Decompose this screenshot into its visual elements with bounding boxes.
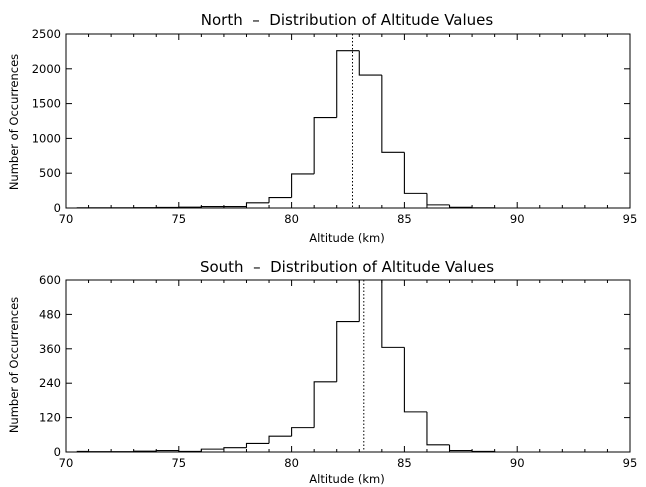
- south-y-tick-label: 360: [39, 342, 61, 356]
- north-histogram-bin: [245, 202, 270, 207]
- south-y-tick-label: 240: [39, 376, 61, 390]
- south-y-tick-label: 480: [39, 307, 61, 321]
- south-y-tick-label: 0: [54, 445, 61, 459]
- south-x-tick-label: 90: [510, 456, 525, 470]
- north-histogram-bin: [313, 116, 337, 174]
- south-histogram-bin: [200, 448, 224, 452]
- north-y-axis-label: Number of Occurrences: [7, 54, 21, 190]
- south-histogram-bin: [471, 450, 496, 452]
- south-y-tick-label: 120: [39, 411, 61, 425]
- north-y-tick-label: 1000: [32, 131, 61, 145]
- north-y-tick-label: 500: [39, 166, 61, 180]
- south-chart-title: South – Distribution of Altitude Values: [200, 258, 494, 276]
- north-x-tick-label: 90: [510, 212, 525, 226]
- north-panel: North – Distribution of Altitude Values …: [7, 11, 637, 245]
- south-x-axis-label: Altitude (km): [309, 472, 384, 486]
- north-x-tick-label: 70: [59, 212, 74, 226]
- south-histogram-bin: [223, 447, 247, 450]
- south-histogram-bin: [268, 435, 292, 444]
- north-histogram-bin: [403, 152, 427, 194]
- south-x-tick-label: 75: [171, 456, 186, 470]
- north-y-tick-label: 2000: [32, 62, 61, 76]
- south-histogram-bin: [403, 347, 427, 413]
- south-histogram-bin: [448, 444, 473, 452]
- north-x-tick-label: 95: [623, 212, 638, 226]
- south-x-tick-label: 85: [397, 456, 412, 470]
- north-histogram-bin: [268, 197, 292, 203]
- north-y-tick-label: 2500: [32, 27, 61, 41]
- north-y-tick-label: 0: [54, 201, 61, 215]
- north-x-tick-label: 75: [171, 212, 186, 226]
- south-histogram-bin: [313, 381, 337, 428]
- north-histogram-bin: [381, 75, 405, 153]
- south-histogram-bin: [155, 450, 179, 452]
- north-histogram-bin: [426, 193, 450, 206]
- south-y-axis-label: Number of Occurrences: [7, 297, 21, 433]
- south-x-tick-label: 70: [59, 456, 74, 470]
- south-histogram-bin: [133, 450, 157, 452]
- south-histogram-bin: [381, 280, 405, 348]
- south-x-tick-label: 95: [623, 456, 638, 470]
- north-histogram-bin: [200, 206, 224, 208]
- south-histogram-bin: [336, 321, 360, 382]
- south-histogram-bin: [178, 450, 202, 452]
- south-histogram-bin: [76, 450, 89, 452]
- north-histogram-bin: [471, 207, 496, 209]
- north-plot-frame: [65, 33, 631, 209]
- north-histogram-bin: [291, 173, 315, 198]
- north-histogram-bin: [448, 204, 473, 208]
- south-y-tick-label: 600: [39, 273, 61, 287]
- north-x-axis-label: Altitude (km): [309, 231, 384, 245]
- south-plot-frame: [65, 279, 631, 453]
- north-chart-title: North – Distribution of Altitude Values: [201, 11, 494, 29]
- south-histogram-bin: [358, 279, 382, 322]
- south-histogram-bin: [426, 411, 450, 446]
- north-y-tick-label: 1500: [32, 97, 61, 111]
- north-histogram-bin: [336, 50, 360, 118]
- south-panel: South – Distribution of Altitude Values …: [7, 258, 637, 486]
- north-x-tick-label: 80: [284, 212, 299, 226]
- south-x-tick-label: 80: [284, 456, 299, 470]
- south-histogram-bin: [291, 427, 315, 437]
- north-x-tick-label: 85: [397, 212, 412, 226]
- south-histogram-bin: [245, 442, 270, 448]
- north-histogram-bin: [358, 50, 382, 76]
